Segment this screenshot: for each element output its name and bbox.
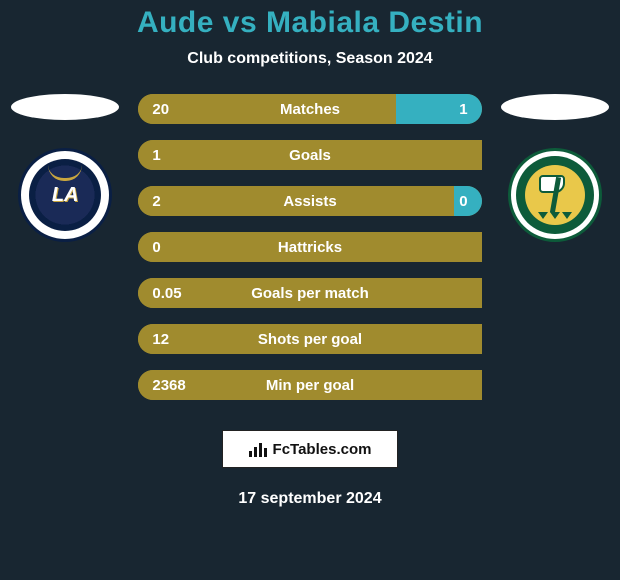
stat-value-right: 1 (459, 101, 467, 118)
content-row: LA 20 Matches 1 1 Goals 2 Assists 0 0 Hattricks 0.… (0, 94, 620, 416)
la-galaxy-text: LA (52, 184, 79, 207)
stat-value-left: 2368 (152, 377, 185, 394)
stat-bars: 20 Matches 1 1 Goals 2 Assists 0 0 Hattricks 0.05 G… (138, 94, 481, 416)
page-title: Aude vs Mabiala Destin (0, 6, 620, 40)
player-a-name: Aude (137, 6, 214, 39)
stat-row: 2 Assists 0 (138, 186, 481, 216)
left-team-column: LA (6, 94, 124, 242)
stat-fill-right (396, 94, 482, 124)
date-text: 17 september 2024 (0, 490, 620, 508)
stat-metric-label: Goals (289, 147, 331, 164)
stat-value-left: 0 (152, 239, 160, 256)
stat-fill-left (138, 94, 395, 124)
stat-metric-label: Goals per match (251, 285, 369, 302)
stat-row: 12 Shots per goal (138, 324, 481, 354)
stat-row: 20 Matches 1 (138, 94, 481, 124)
stat-value-left: 1 (152, 147, 160, 164)
stat-row: 0 Hattricks (138, 232, 481, 262)
la-galaxy-badge: LA (18, 148, 112, 242)
stat-metric-label: Matches (280, 101, 340, 118)
stat-metric-label: Assists (283, 193, 336, 210)
la-galaxy-badge-inner: LA (29, 159, 101, 231)
vs-text: vs (223, 6, 257, 39)
player-b-name: Mabiala Destin (266, 6, 483, 39)
subtitle: Club competitions, Season 2024 (0, 50, 620, 68)
right-flag-ellipse (501, 94, 609, 120)
left-flag-ellipse (11, 94, 119, 120)
stat-value-left: 0.05 (152, 285, 181, 302)
right-team-column (496, 94, 614, 242)
stat-value-left: 12 (152, 331, 169, 348)
axe-icon (533, 173, 577, 217)
portland-timbers-badge (508, 148, 602, 242)
stat-metric-label: Shots per goal (258, 331, 362, 348)
stat-row: 0.05 Goals per match (138, 278, 481, 308)
stat-fill-right (454, 186, 481, 216)
attribution-text: FcTables.com (273, 441, 372, 458)
stat-row: 2368 Min per goal (138, 370, 481, 400)
attribution-box[interactable]: FcTables.com (222, 430, 398, 468)
stat-metric-label: Min per goal (266, 377, 354, 394)
stat-value-left: 20 (152, 101, 169, 118)
stat-value-left: 2 (152, 193, 160, 210)
stat-row: 1 Goals (138, 140, 481, 170)
stat-metric-label: Hattricks (278, 239, 342, 256)
comparison-card: Aude vs Mabiala Destin Club competitions… (0, 0, 620, 580)
portland-inner (525, 165, 585, 225)
chevron-icon (538, 212, 572, 219)
stat-value-right: 0 (459, 193, 467, 210)
bar-chart-icon (249, 441, 267, 457)
la-galaxy-swoosh-icon (48, 165, 82, 181)
